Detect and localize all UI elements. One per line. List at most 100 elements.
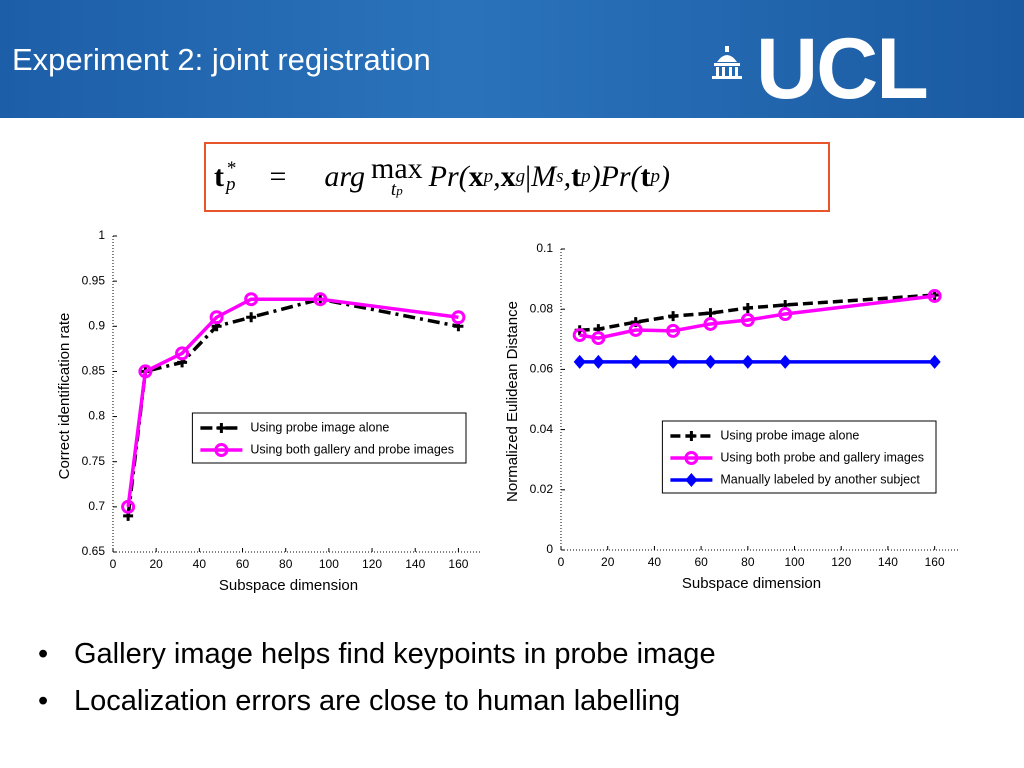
formula-part: x: [500, 160, 516, 193]
y-tick-label: 0.02: [530, 482, 554, 496]
y-tick-label: 0: [546, 542, 553, 556]
logo: UCL: [756, 21, 929, 117]
marker: [209, 310, 224, 325]
x-tick-label: 100: [785, 555, 805, 569]
y-tick-label: 0.8: [88, 409, 105, 423]
series-line: [126, 297, 459, 517]
x-tick-label: 140: [405, 557, 425, 571]
marker: [121, 499, 136, 514]
marker: [927, 288, 942, 303]
x-tick-label: 40: [193, 557, 207, 571]
x-tick-label: 160: [448, 557, 468, 571]
x-tick-label: 40: [648, 555, 662, 569]
formula-part: *: [226, 158, 236, 179]
x-tick-label: 0: [558, 555, 565, 569]
formula-part: =: [269, 160, 287, 193]
formula-part: x: [468, 160, 484, 193]
x-tick-label: 160: [925, 555, 945, 569]
marker: [742, 302, 753, 313]
legend-marker: [685, 473, 698, 487]
legend-label: Manually labeled by another subject: [720, 472, 920, 486]
legend-label: Using both gallery and probe images: [250, 442, 454, 456]
formula-part: p: [581, 166, 591, 187]
series-line: [579, 293, 935, 333]
formula-part: t: [390, 178, 397, 200]
formula-part: max: [370, 151, 423, 185]
bullet-item: • Gallery image helps find keypoints in p…: [38, 638, 716, 671]
marker: [705, 308, 716, 319]
formula-part: t: [214, 160, 224, 193]
bullet-text: Gallery image helps find keypoints in pr…: [74, 638, 716, 670]
formula-part: )Pr(: [590, 160, 641, 193]
logo-icon: [712, 46, 742, 79]
legend: Using probe image alone Using both galler…: [191, 412, 467, 464]
bullet-mark: •: [38, 638, 49, 670]
x-tick-label: 120: [362, 557, 382, 571]
marker: [779, 354, 792, 369]
legend: Using probe image alone Using both probe …: [661, 420, 937, 494]
marker: [629, 354, 642, 369]
formula-part: p: [483, 166, 494, 187]
formula-part: g: [515, 166, 526, 187]
marker: [451, 310, 466, 325]
x-tick-label: 60: [694, 555, 708, 569]
formula-part: t: [571, 160, 582, 193]
legend-label: Using both probe and gallery images: [720, 450, 924, 464]
x-axis-label: Subspace dimension: [219, 577, 358, 594]
x-tick-label: 140: [878, 555, 898, 569]
bullet-text: Localization errors are close to human l…: [74, 685, 681, 717]
formula-part: Pr(: [428, 160, 469, 193]
marker: [667, 354, 680, 369]
legend-box: [191, 412, 467, 464]
formula-part: ,: [493, 160, 501, 193]
marker: [666, 323, 681, 338]
formula-part: p: [396, 182, 403, 198]
y-tick-label: 1: [98, 228, 105, 242]
marker: [138, 364, 153, 379]
y-tick-label: 0.04: [530, 422, 554, 436]
x-tick-label: 0: [110, 557, 117, 571]
marker: [244, 292, 259, 307]
bullet-mark: •: [38, 685, 49, 717]
x-tick-label: 20: [149, 557, 163, 571]
x-tick-label: 60: [236, 557, 250, 571]
x-tick-label: 100: [319, 557, 339, 571]
marker: [704, 354, 717, 369]
marker: [741, 354, 754, 369]
formula-part: |: [525, 160, 532, 193]
series-line: [126, 297, 459, 508]
marker: [591, 331, 606, 346]
y-tick-label: 0.9: [88, 318, 105, 332]
legend-marker: [214, 443, 229, 457]
x-tick-label: 120: [831, 555, 851, 569]
y-tick-label: 0.85: [82, 364, 106, 378]
marker: [703, 316, 718, 331]
formula-part: M: [531, 160, 557, 193]
x-tick-label: 80: [741, 555, 755, 569]
marker: [778, 307, 793, 322]
y-axis-label: Normalized Eulidean Distance: [504, 301, 521, 502]
legend-marker: [216, 423, 227, 433]
marker: [740, 313, 755, 328]
y-tick-label: 0.06: [530, 362, 554, 376]
formula-part: ,: [563, 160, 572, 193]
formula-part: s: [556, 166, 564, 187]
slide-title: Experiment 2: joint registration: [12, 42, 431, 77]
formula-part: arg: [324, 160, 365, 193]
bullet-item: • Localization errors are close to human …: [38, 685, 680, 718]
header: Experiment 2: joint registration UCL: [0, 0, 1024, 118]
marker: [572, 328, 587, 343]
series-line: [579, 294, 935, 340]
y-tick-label: 0.1: [536, 241, 553, 255]
y-tick-label: 0.75: [82, 454, 106, 468]
marker: [246, 312, 257, 323]
y-tick-label: 0.7: [88, 499, 105, 513]
marker: [628, 322, 643, 337]
marker: [175, 346, 190, 361]
marker: [313, 292, 328, 307]
y-axis-label: Correct identification rate: [56, 313, 73, 480]
y-tick-label: 0.08: [530, 301, 554, 315]
marker: [668, 311, 679, 322]
legend-marker: [684, 451, 699, 465]
